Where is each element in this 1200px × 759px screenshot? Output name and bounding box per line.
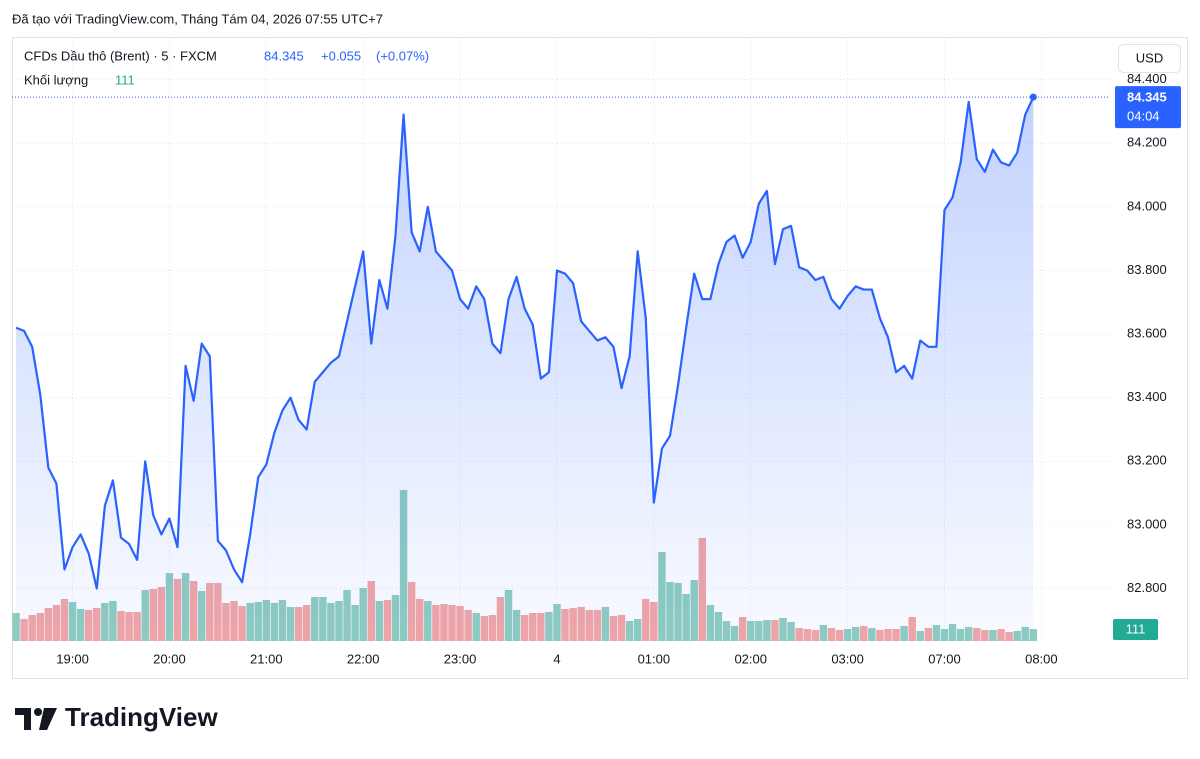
x-tick-label: 21:00 — [250, 651, 283, 666]
price-line — [15, 96, 1035, 590]
y-tick-label: 84.400 — [1127, 71, 1167, 86]
brand-logo — [15, 708, 57, 730]
volume-label: 111 — [1126, 621, 1146, 636]
x-tick-label: 03:00 — [831, 651, 864, 666]
price-change-percent: (+0.07%) — [376, 48, 429, 63]
y-tick-label: 83.000 — [1127, 516, 1167, 531]
last-price-box — [1115, 86, 1181, 129]
y-tick-label: 83.800 — [1127, 262, 1167, 277]
y-tick-label: 84.000 — [1127, 198, 1167, 213]
chart-title: CFDs Dầu thô (Brent) · 5 · FXCM — [24, 48, 217, 63]
last-price-label: 84.345 — [1127, 90, 1167, 105]
x-tick-label: 01:00 — [638, 651, 671, 666]
y-tick-label: 84.200 — [1127, 135, 1167, 150]
brand: TradingView — [65, 702, 218, 732]
currency[interactable]: USD — [1136, 50, 1163, 65]
chart-frame — [12, 37, 1188, 679]
plot — [12, 38, 1110, 641]
caption: Đã tạo với TradingView.com, Tháng Tám 04… — [12, 11, 383, 26]
x-tick-label: 4 — [553, 651, 560, 666]
volume-bar — [12, 613, 20, 641]
volume-bar — [1029, 629, 1038, 641]
volume-label-box — [1113, 619, 1158, 640]
x-tick-label: 22:00 — [347, 651, 380, 666]
price-area — [16, 97, 1034, 641]
x-tick-label: 20:00 — [153, 651, 186, 666]
x-tick-label: 08:00 — [1025, 651, 1058, 666]
currency-button[interactable] — [1118, 44, 1181, 73]
y-tick-label: 83.400 — [1127, 389, 1167, 404]
y-tick-label: 82.800 — [1127, 580, 1167, 595]
last-price-dot — [1029, 93, 1037, 101]
countdown: 04:04 — [1127, 109, 1160, 124]
last-price: 84.345 — [264, 48, 304, 63]
x-tick-label: 19:00 — [56, 651, 89, 666]
price-change: +0.055 — [321, 48, 361, 63]
y-tick-label: 83.600 — [1127, 326, 1167, 341]
x-tick-label: 23:00 — [444, 651, 477, 666]
volume-legend: Khối lượng — [24, 72, 88, 87]
x-tick-label: 07:00 — [928, 651, 961, 666]
y-tick-label: 83.200 — [1127, 453, 1167, 468]
x-tick-label: 02:00 — [734, 651, 767, 666]
volume-last: 111 — [115, 72, 135, 87]
